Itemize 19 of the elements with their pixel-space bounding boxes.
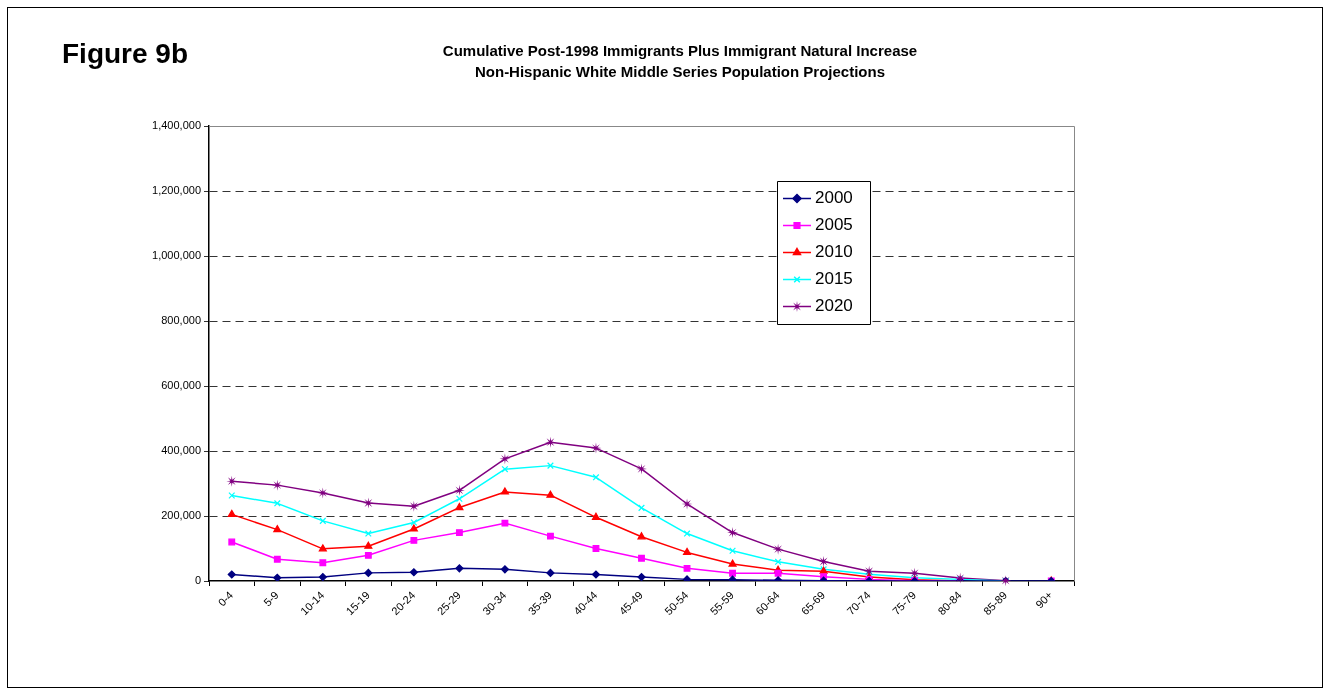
y-tick-label: 1,000,000	[152, 249, 201, 262]
y-tick-label: 800,000	[161, 314, 201, 327]
y-tick-label: 1,400,000	[152, 119, 201, 132]
y-tick-label: 1,200,000	[152, 184, 201, 197]
chart-title: Cumulative Post-1998 Immigrants Plus Immigrant Natural Increase	[441, 41, 919, 61]
legend-label: 2005	[815, 215, 853, 235]
legend-label: 2000	[815, 188, 853, 208]
x-tick-label: 90+	[1033, 588, 1055, 611]
x-tick-label: 5-9	[261, 588, 281, 609]
y-tick-label: 0	[194, 574, 201, 587]
legend-label: 2010	[815, 242, 853, 262]
chart-subtitle: Non-Hispanic White Middle Series Population Projections	[473, 62, 886, 82]
y-tick-label: 600,000	[161, 379, 201, 392]
x-tick-label: 0-4	[215, 588, 236, 609]
y-tick-label: 200,000	[161, 509, 201, 522]
legend-label: 2020	[815, 296, 853, 316]
y-tick-label: 400,000	[161, 444, 201, 457]
legend-label: 2015	[815, 269, 853, 289]
caption: Figure 9b	[62, 38, 189, 70]
